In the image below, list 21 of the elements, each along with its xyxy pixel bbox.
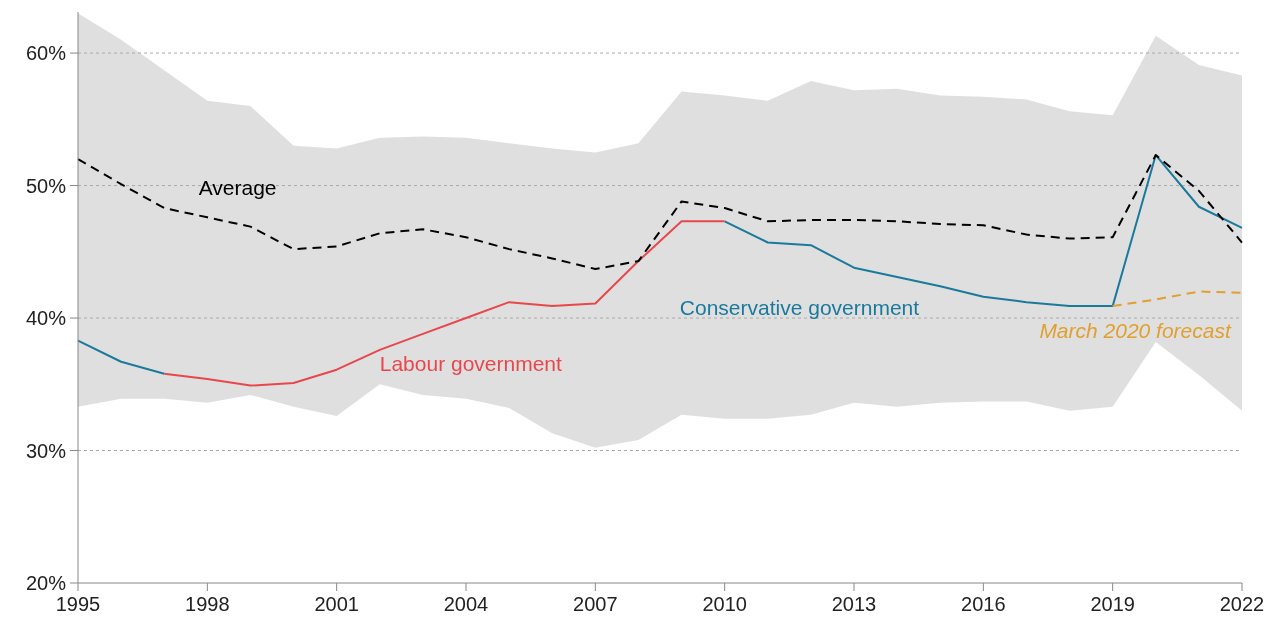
series-label: Average bbox=[198, 175, 277, 199]
y-tick-label: 60% bbox=[25, 42, 67, 65]
series-label: Conservative government bbox=[679, 296, 920, 320]
y-tick-label: 20% bbox=[25, 572, 67, 594]
x-tick-label: 2007 bbox=[573, 593, 618, 615]
x-tick-label: 1998 bbox=[185, 593, 230, 615]
x-tick-label: 2013 bbox=[831, 593, 877, 615]
series-label: Labour government bbox=[379, 352, 563, 376]
x-tick-label: 2022 bbox=[1219, 593, 1265, 615]
x-tick-label: 2004 bbox=[443, 593, 489, 615]
y-tick-label: 30% bbox=[25, 439, 67, 462]
series-label: March 2020 forecast bbox=[1039, 318, 1232, 342]
x-tick-label: 2010 bbox=[702, 593, 747, 615]
line-series bbox=[1111, 290, 1243, 308]
x-tick-label: 1995 bbox=[55, 593, 101, 615]
x-tick-label: 2019 bbox=[1090, 593, 1135, 615]
line-series bbox=[77, 154, 1243, 271]
x-tick-label: 2001 bbox=[314, 593, 359, 615]
y-tick-label: 50% bbox=[25, 174, 67, 197]
y-tick-label: 40% bbox=[25, 307, 67, 330]
x-tick-label: 2016 bbox=[961, 593, 1006, 615]
